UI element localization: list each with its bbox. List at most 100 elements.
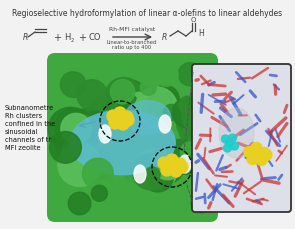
Circle shape — [142, 160, 174, 192]
Circle shape — [180, 143, 199, 161]
Circle shape — [91, 154, 115, 179]
Circle shape — [147, 99, 171, 124]
Circle shape — [88, 94, 117, 123]
Circle shape — [261, 150, 272, 161]
Circle shape — [68, 192, 91, 215]
Circle shape — [256, 155, 267, 166]
FancyBboxPatch shape — [192, 65, 291, 212]
Circle shape — [70, 136, 93, 159]
Ellipse shape — [70, 111, 175, 175]
Circle shape — [152, 147, 184, 180]
Circle shape — [166, 154, 178, 166]
Circle shape — [225, 139, 234, 147]
Circle shape — [122, 114, 134, 126]
Circle shape — [69, 97, 94, 122]
Circle shape — [135, 149, 178, 191]
Circle shape — [106, 80, 149, 123]
Circle shape — [100, 162, 122, 185]
Circle shape — [153, 91, 178, 115]
Circle shape — [163, 105, 179, 121]
Circle shape — [55, 109, 94, 147]
Text: Subnanometre
Rh clusters
confined in the
sinusoidal
channels of the
MFI zeolite: Subnanometre Rh clusters confined in the… — [5, 105, 57, 150]
Circle shape — [164, 138, 194, 168]
Text: +: + — [53, 33, 61, 43]
Circle shape — [151, 146, 183, 178]
Circle shape — [140, 80, 156, 96]
Text: O: O — [190, 17, 196, 23]
Text: Linear-to-branched
ratio up to 400: Linear-to-branched ratio up to 400 — [107, 39, 157, 50]
Circle shape — [172, 98, 202, 128]
Ellipse shape — [179, 155, 191, 173]
Circle shape — [167, 113, 197, 143]
Circle shape — [77, 80, 107, 111]
Circle shape — [169, 144, 200, 175]
Circle shape — [118, 95, 139, 117]
Circle shape — [60, 72, 86, 98]
Circle shape — [160, 160, 178, 178]
Circle shape — [191, 193, 212, 213]
Circle shape — [54, 140, 92, 178]
Ellipse shape — [99, 125, 111, 143]
Circle shape — [150, 86, 179, 114]
Circle shape — [170, 165, 182, 177]
Circle shape — [48, 108, 91, 151]
Circle shape — [142, 97, 168, 123]
Circle shape — [161, 105, 198, 142]
Circle shape — [176, 161, 188, 173]
Circle shape — [259, 148, 270, 159]
Text: R: R — [162, 32, 167, 41]
Circle shape — [106, 153, 150, 197]
Circle shape — [155, 63, 178, 87]
Circle shape — [224, 144, 232, 152]
Circle shape — [158, 157, 170, 169]
Circle shape — [70, 125, 89, 143]
Circle shape — [147, 147, 178, 178]
Circle shape — [155, 195, 175, 215]
Circle shape — [150, 149, 184, 183]
Circle shape — [178, 63, 201, 86]
Text: H: H — [198, 28, 204, 37]
Ellipse shape — [124, 101, 171, 135]
FancyBboxPatch shape — [47, 54, 218, 222]
Circle shape — [182, 104, 208, 131]
Circle shape — [156, 106, 196, 147]
Circle shape — [179, 97, 197, 114]
Circle shape — [55, 123, 98, 165]
Circle shape — [171, 111, 198, 137]
Circle shape — [177, 113, 201, 137]
Circle shape — [174, 158, 186, 170]
Circle shape — [179, 128, 208, 157]
Circle shape — [62, 118, 102, 158]
Circle shape — [251, 143, 262, 154]
Circle shape — [109, 117, 121, 129]
Circle shape — [164, 104, 198, 139]
Circle shape — [183, 133, 214, 164]
Circle shape — [222, 135, 230, 143]
Circle shape — [175, 143, 203, 171]
Circle shape — [161, 164, 173, 176]
Circle shape — [124, 156, 151, 183]
Circle shape — [107, 180, 135, 208]
Circle shape — [129, 93, 150, 114]
Circle shape — [91, 185, 107, 202]
Circle shape — [83, 158, 113, 189]
Circle shape — [121, 112, 133, 123]
Circle shape — [172, 131, 196, 155]
Circle shape — [110, 80, 135, 104]
Text: CO: CO — [89, 33, 101, 42]
Circle shape — [105, 78, 142, 115]
Ellipse shape — [134, 165, 146, 183]
Circle shape — [247, 154, 258, 165]
Circle shape — [63, 139, 85, 161]
Circle shape — [179, 122, 200, 143]
Circle shape — [168, 139, 195, 167]
Circle shape — [165, 112, 197, 143]
Circle shape — [50, 132, 81, 164]
Circle shape — [61, 114, 91, 144]
Circle shape — [135, 87, 178, 130]
Circle shape — [253, 150, 264, 161]
Text: H: H — [64, 32, 70, 41]
Circle shape — [65, 115, 100, 150]
Circle shape — [77, 120, 94, 136]
Circle shape — [132, 154, 169, 190]
